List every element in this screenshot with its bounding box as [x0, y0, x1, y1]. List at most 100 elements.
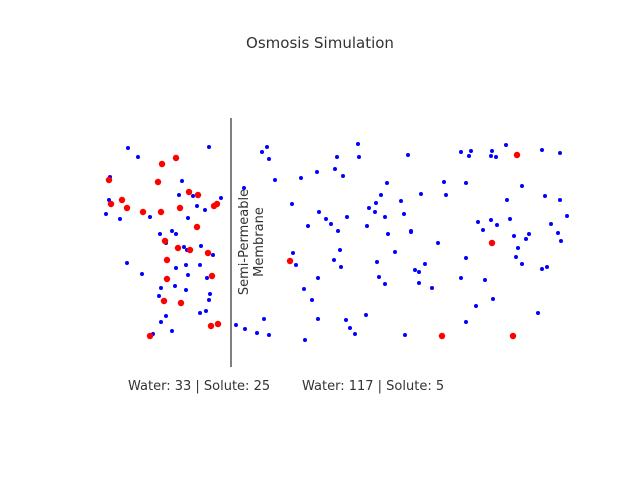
water-particle	[336, 229, 340, 233]
water-particle	[303, 338, 307, 342]
water-particle	[345, 215, 349, 219]
water-particle	[335, 155, 339, 159]
water-particle	[399, 199, 403, 203]
solute-particle	[107, 200, 115, 208]
water-particle	[315, 170, 319, 174]
solute-particle	[176, 204, 184, 212]
water-particle	[494, 155, 498, 159]
simulation-title: Osmosis Simulation	[246, 34, 394, 52]
water-particle	[260, 150, 264, 154]
water-particle	[184, 288, 188, 292]
solute-particle	[509, 332, 517, 340]
water-particle	[207, 298, 211, 302]
water-particle	[524, 237, 528, 241]
solute-particle	[163, 275, 171, 283]
water-particle	[234, 323, 238, 327]
water-particle	[417, 270, 421, 274]
water-particle	[302, 287, 306, 291]
solute-particle	[438, 332, 446, 340]
water-particle	[495, 223, 499, 227]
water-particle	[104, 212, 108, 216]
water-particle	[402, 212, 406, 216]
water-particle	[373, 210, 377, 214]
water-particle	[186, 216, 190, 220]
water-particle	[158, 232, 162, 236]
water-particle	[299, 176, 303, 180]
water-particle	[317, 210, 321, 214]
water-particle	[182, 245, 186, 249]
water-particle	[430, 286, 434, 290]
water-particle	[219, 196, 223, 200]
water-particle	[208, 292, 212, 296]
water-particle	[423, 262, 427, 266]
solute-particle	[193, 223, 201, 231]
water-particle	[512, 234, 516, 238]
water-particle	[265, 145, 269, 149]
water-particle	[353, 332, 357, 336]
water-particle	[504, 143, 508, 147]
water-particle	[357, 155, 361, 159]
water-particle	[262, 317, 266, 321]
water-particle	[393, 250, 397, 254]
water-particle	[417, 281, 421, 285]
water-particle	[348, 326, 352, 330]
water-particle	[543, 194, 547, 198]
water-particles	[104, 142, 569, 342]
water-particle	[365, 224, 369, 228]
water-particle	[540, 267, 544, 271]
water-particle	[207, 145, 211, 149]
water-particle	[558, 198, 562, 202]
water-particle	[467, 154, 471, 158]
membrane-label-line2: Membrane	[252, 207, 267, 277]
solute-particle	[177, 299, 185, 307]
solute-particle	[286, 257, 294, 265]
solute-particle	[194, 191, 202, 199]
water-particle	[316, 276, 320, 280]
water-particle	[474, 304, 478, 308]
left-compartment-counts: Water: 33 | Solute: 25	[128, 379, 271, 394]
water-particle	[490, 149, 494, 153]
water-particle	[491, 297, 495, 301]
solute-particle	[214, 320, 222, 328]
water-particle	[559, 239, 563, 243]
water-particle	[170, 229, 174, 233]
water-particle	[444, 193, 448, 197]
water-particle	[338, 248, 342, 252]
solute-particles	[105, 151, 521, 340]
water-particle	[242, 186, 246, 190]
water-particle	[273, 178, 277, 182]
water-particle	[540, 148, 544, 152]
water-particle	[406, 153, 410, 157]
solute-particle	[185, 188, 193, 196]
water-particle	[508, 217, 512, 221]
water-particle	[385, 181, 389, 185]
solute-particle	[139, 208, 147, 216]
water-particle	[290, 202, 294, 206]
water-particle	[556, 231, 560, 235]
water-particle	[255, 331, 259, 335]
solute-particle	[208, 272, 216, 280]
water-particle	[409, 230, 413, 234]
solute-particle	[213, 200, 221, 208]
water-particle	[199, 244, 203, 248]
water-particle	[413, 268, 417, 272]
water-particle	[489, 154, 493, 158]
solute-particle	[118, 196, 126, 204]
water-particle	[341, 174, 345, 178]
water-particle	[198, 311, 202, 315]
water-particle	[332, 258, 336, 262]
solute-particle	[513, 151, 521, 159]
water-particle	[164, 314, 168, 318]
water-particle	[329, 222, 333, 226]
solute-particle	[161, 237, 169, 245]
solute-particle	[186, 246, 194, 254]
solute-particle	[157, 208, 165, 216]
water-particle	[565, 214, 569, 218]
water-particle	[170, 329, 174, 333]
water-particle	[558, 151, 562, 155]
right-compartment-counts: Water: 117 | Solute: 5	[302, 379, 445, 394]
water-particle	[483, 278, 487, 282]
water-particle	[177, 193, 181, 197]
water-particle	[505, 198, 509, 202]
